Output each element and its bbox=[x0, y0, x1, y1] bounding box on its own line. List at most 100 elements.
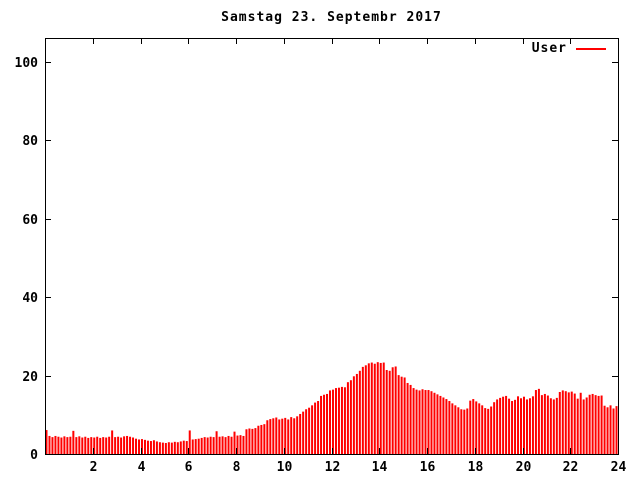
bar bbox=[442, 397, 445, 454]
bar bbox=[448, 401, 451, 454]
bar bbox=[278, 419, 281, 454]
bar bbox=[242, 435, 245, 454]
bar bbox=[69, 436, 72, 454]
bar bbox=[308, 407, 311, 454]
bar bbox=[290, 417, 293, 454]
x-tick-label: 24 bbox=[611, 460, 627, 475]
bar bbox=[570, 391, 573, 454]
bar bbox=[72, 430, 75, 454]
bar bbox=[346, 382, 349, 454]
bar bbox=[200, 437, 203, 454]
bar bbox=[57, 436, 60, 454]
bar bbox=[576, 398, 579, 454]
bar bbox=[388, 370, 391, 454]
bar bbox=[478, 403, 481, 454]
bar bbox=[212, 437, 215, 454]
bar bbox=[579, 392, 582, 454]
bar bbox=[424, 390, 427, 454]
bar bbox=[227, 435, 230, 454]
bar bbox=[558, 391, 561, 454]
bar bbox=[331, 389, 334, 454]
bar bbox=[167, 442, 170, 454]
bar bbox=[75, 437, 78, 454]
x-tick-label: 2 bbox=[90, 460, 98, 475]
bar bbox=[531, 396, 534, 454]
x-tick-label: 4 bbox=[138, 460, 146, 475]
bar bbox=[245, 429, 248, 454]
bar bbox=[367, 363, 370, 454]
bar bbox=[230, 436, 233, 454]
bar bbox=[87, 437, 90, 454]
bar bbox=[120, 437, 123, 454]
bar bbox=[320, 395, 323, 454]
bar bbox=[564, 391, 567, 454]
bar bbox=[266, 420, 269, 454]
bar bbox=[233, 431, 236, 454]
bar bbox=[161, 442, 164, 454]
bar bbox=[573, 393, 576, 454]
bar bbox=[209, 436, 212, 454]
x-tick-label: 14 bbox=[372, 460, 388, 475]
bar bbox=[45, 430, 48, 454]
bar bbox=[236, 435, 239, 454]
bar bbox=[358, 370, 361, 454]
bar bbox=[329, 390, 332, 454]
bar bbox=[314, 402, 317, 454]
bar bbox=[609, 405, 612, 454]
bar bbox=[123, 436, 126, 454]
bar bbox=[406, 382, 409, 454]
bar bbox=[93, 437, 96, 454]
bar bbox=[257, 425, 260, 454]
bar bbox=[534, 390, 537, 454]
bar bbox=[158, 442, 161, 454]
bar bbox=[138, 439, 141, 454]
bar bbox=[454, 405, 457, 454]
bar bbox=[549, 398, 552, 454]
bar bbox=[585, 397, 588, 454]
bar bbox=[430, 391, 433, 454]
bar bbox=[537, 388, 540, 454]
bar bbox=[96, 436, 99, 454]
bar bbox=[146, 440, 149, 454]
bar bbox=[102, 437, 105, 454]
bar bbox=[421, 389, 424, 454]
bar bbox=[588, 394, 591, 454]
bar bbox=[287, 419, 290, 454]
bar bbox=[182, 440, 185, 454]
bar bbox=[528, 398, 531, 454]
bar bbox=[349, 380, 352, 454]
bar bbox=[520, 398, 523, 454]
bar bbox=[433, 392, 436, 454]
bar bbox=[472, 399, 475, 454]
bar bbox=[132, 437, 135, 454]
bar bbox=[176, 442, 179, 454]
x-tick-label: 12 bbox=[325, 460, 341, 475]
bar bbox=[460, 409, 463, 454]
bar bbox=[487, 408, 490, 454]
bar bbox=[152, 440, 155, 454]
bar bbox=[418, 390, 421, 454]
bar bbox=[555, 397, 558, 454]
bar bbox=[373, 363, 376, 454]
bar bbox=[149, 441, 152, 454]
bar bbox=[364, 365, 367, 454]
bar bbox=[206, 437, 209, 454]
bar bbox=[561, 390, 564, 454]
bar bbox=[415, 389, 418, 454]
bar bbox=[382, 362, 385, 454]
bar bbox=[117, 436, 120, 454]
bar bbox=[108, 436, 111, 454]
bar bbox=[427, 390, 430, 454]
bar bbox=[496, 399, 499, 454]
bar bbox=[126, 435, 129, 454]
bars-series-user bbox=[45, 362, 618, 454]
bar bbox=[591, 393, 594, 454]
bar bbox=[582, 399, 585, 454]
bar bbox=[218, 436, 221, 454]
bar bbox=[385, 370, 388, 454]
bar bbox=[409, 384, 412, 454]
bar bbox=[508, 398, 511, 454]
bar bbox=[522, 396, 525, 454]
